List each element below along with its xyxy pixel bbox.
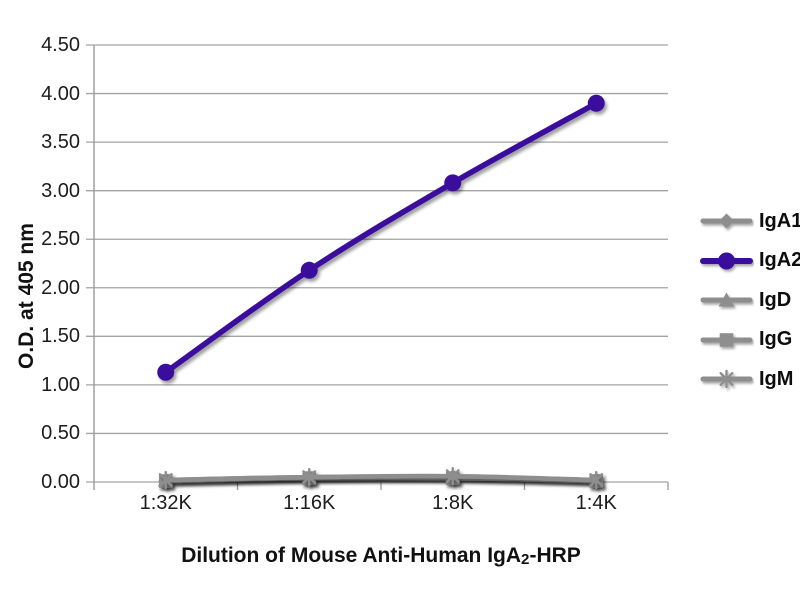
x-tick-label: 1:8K — [432, 492, 474, 514]
legend-item-IgM: IgM — [700, 366, 793, 392]
legend-label: IgM — [759, 367, 794, 390]
x-tick-label: 1:32K — [139, 492, 192, 514]
y-tick-label: 3.00 — [41, 179, 80, 202]
x-axis-title-prefix: Dilution of Mouse Anti-Human IgA — [181, 544, 522, 567]
legend-label: IgA2 — [759, 249, 800, 271]
gridlines — [86, 44, 668, 483]
x-axis-title: Dilution of Mouse Anti-Human IgA2-HRP — [94, 544, 668, 568]
legend-label: IgG — [759, 328, 793, 350]
y-tick-label: 2.50 — [41, 228, 80, 251]
legend-marker-diamond-icon — [700, 213, 753, 229]
x-axis-title-subscript: 2 — [521, 550, 530, 568]
legend-item-IgA1: IgA1 — [700, 208, 800, 234]
series-IgM — [158, 466, 604, 490]
legend-marker-triangle-icon — [700, 292, 753, 307]
series-IgA2 — [157, 94, 605, 381]
y-tick-label: 3.50 — [41, 131, 80, 154]
x-axis-title-suffix: -HRP — [529, 544, 581, 567]
y-tick-label: 1.00 — [41, 373, 80, 396]
y-tick-label: 2.00 — [41, 276, 80, 299]
y-tick-label: 4.50 — [41, 34, 80, 56]
legend-label: IgD — [759, 288, 792, 311]
legend-item-IgD: IgD — [700, 287, 791, 313]
legend-label: IgA1 — [759, 209, 800, 232]
x-tick-label: 1:16K — [283, 492, 336, 514]
y-tick-label: 0.50 — [41, 422, 80, 445]
legend-marker-circle-icon — [700, 252, 753, 269]
y-tick-label: 0.00 — [41, 471, 80, 493]
y-tick-label: 1.50 — [41, 325, 80, 348]
legend-item-IgA2: IgA2 — [700, 248, 800, 274]
y-tick-label: 4.00 — [41, 82, 80, 105]
legend-item-IgG: IgG — [700, 327, 792, 353]
legend-marker-square-icon — [700, 332, 753, 347]
axes — [93, 45, 669, 490]
legend-marker-asterisk-icon — [700, 369, 753, 389]
x-tick-label: 1:4K — [575, 492, 617, 514]
